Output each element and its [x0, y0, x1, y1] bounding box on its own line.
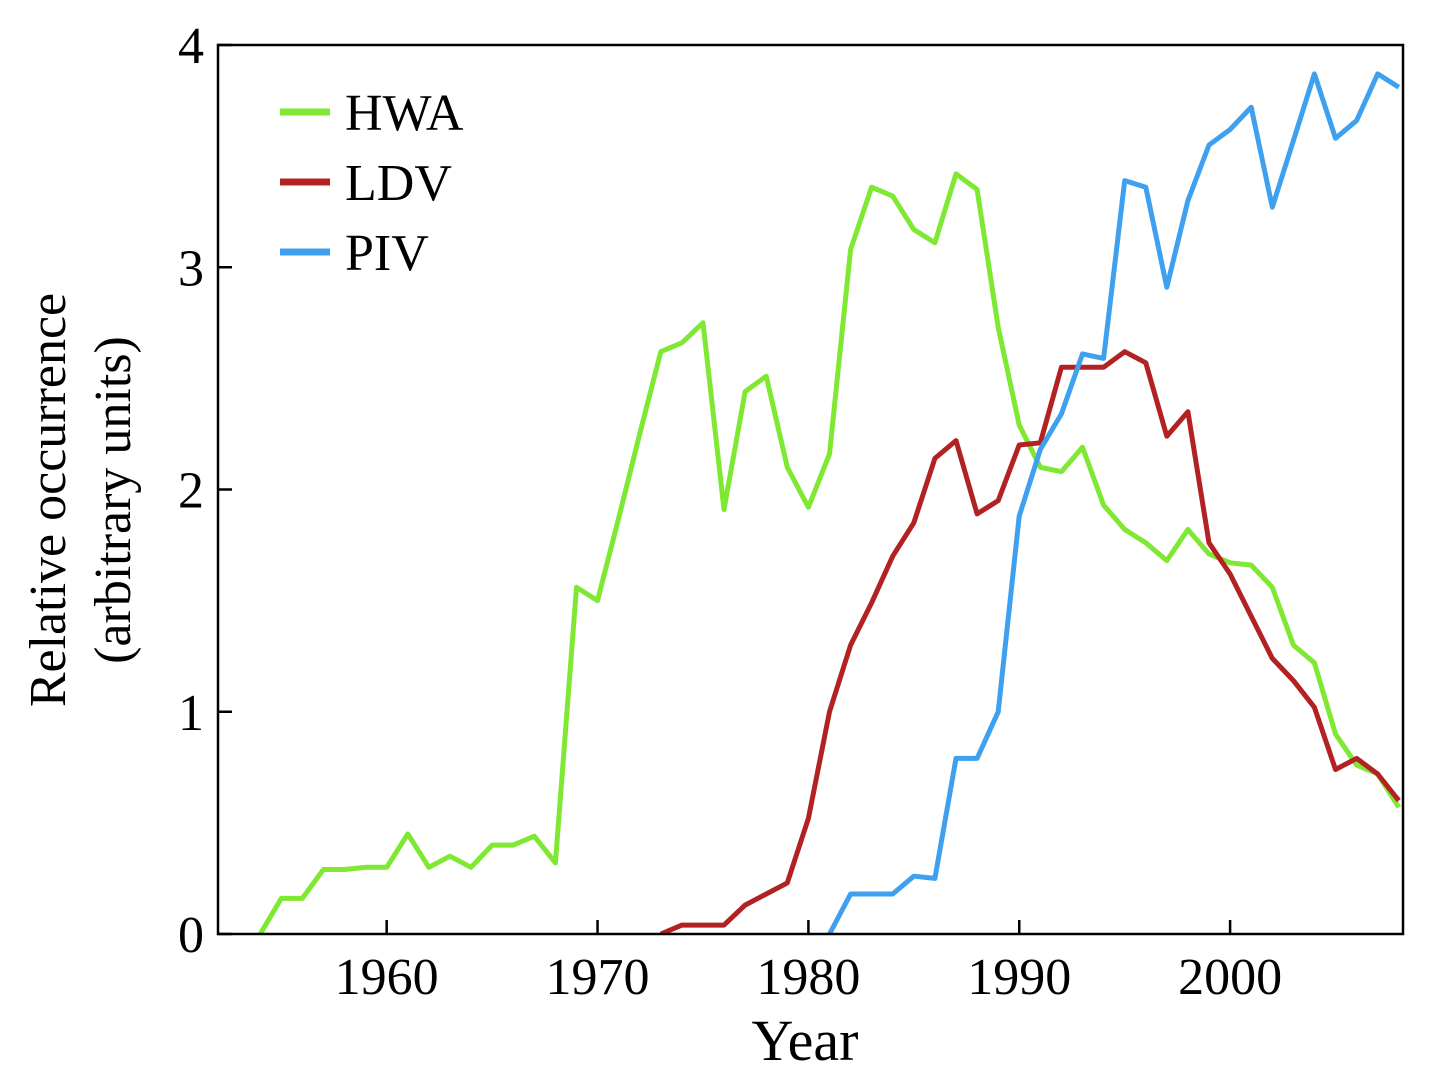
y-tick-label: 3	[178, 240, 204, 297]
series-line	[659, 349, 1401, 934]
legend-label: PIV	[345, 225, 429, 282]
series-line	[827, 71, 1401, 934]
y-tick-label: 1	[178, 685, 204, 742]
y-tick-label: 4	[178, 18, 204, 75]
y-axis-label: Relative occurrence	[20, 293, 77, 707]
y-axis-label: (arbitrary units)	[85, 336, 142, 664]
x-tick-label: 1980	[756, 949, 860, 1006]
x-axis-label: Year	[752, 1008, 859, 1073]
x-tick-label: 1990	[967, 949, 1071, 1006]
plot-frame	[216, 43, 1405, 936]
x-tick-label: 2000	[1178, 949, 1282, 1006]
x-tick-label: 1970	[546, 949, 650, 1006]
legend-label: HWA	[345, 85, 464, 142]
x-tick-label: 1960	[335, 949, 439, 1006]
series-line	[258, 171, 1401, 934]
y-tick-label: 0	[178, 907, 204, 964]
y-tick-label: 2	[178, 463, 204, 520]
legend-label: LDV	[345, 155, 452, 212]
